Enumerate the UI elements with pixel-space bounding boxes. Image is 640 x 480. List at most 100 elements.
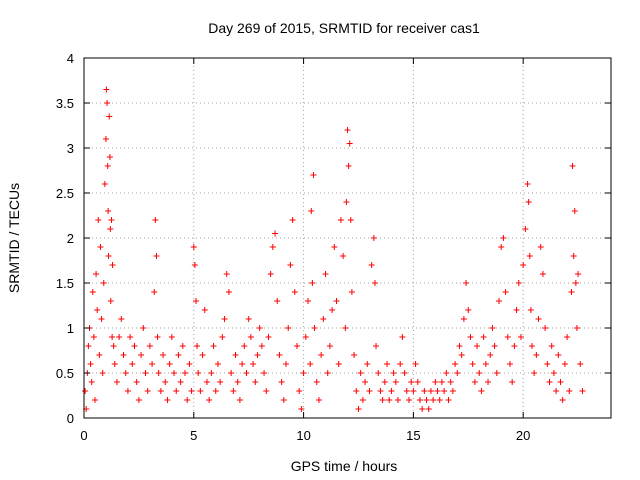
chart-title: Day 269 of 2015, SRMTID for receiver cas…	[208, 20, 480, 36]
data-point	[152, 217, 159, 223]
data-point	[436, 397, 443, 403]
data-point	[274, 298, 281, 304]
data-point	[566, 388, 573, 394]
data-point	[561, 361, 568, 367]
data-point	[569, 163, 576, 169]
data-point	[206, 397, 213, 403]
data-point	[192, 298, 199, 304]
x-tick-label: 5	[190, 428, 197, 443]
data-point	[343, 199, 350, 205]
x-axis-tick-labels: 0 5 10 15 20	[80, 428, 530, 443]
data-point	[223, 271, 230, 277]
data-point	[234, 379, 241, 385]
data-point	[375, 370, 382, 376]
data-point	[564, 334, 571, 340]
data-point	[517, 334, 524, 340]
data-point	[146, 343, 153, 349]
y-axis-label: SRMTID / TECUs	[6, 183, 22, 293]
data-point	[535, 316, 542, 322]
data-point	[197, 388, 204, 394]
data-point	[347, 217, 354, 223]
data-point	[456, 343, 463, 349]
data-point	[256, 325, 263, 331]
data-point	[419, 406, 426, 412]
data-point	[390, 370, 397, 376]
data-point	[232, 352, 239, 358]
data-point	[100, 280, 107, 286]
data-point	[307, 361, 314, 367]
data-point	[331, 244, 338, 250]
data-points	[82, 86, 586, 412]
data-point	[108, 217, 115, 223]
data-point	[212, 388, 219, 394]
data-point	[105, 253, 112, 259]
data-point	[120, 352, 127, 358]
data-point	[194, 343, 201, 349]
x-tick-label: 0	[80, 428, 87, 443]
axis-ticks	[83, 57, 611, 419]
data-point	[318, 352, 325, 358]
data-point	[188, 388, 195, 394]
data-point	[340, 253, 347, 259]
data-point	[265, 334, 272, 340]
data-point	[195, 370, 202, 376]
data-point	[228, 370, 235, 376]
data-point	[371, 280, 378, 286]
data-point	[267, 271, 274, 277]
data-point	[199, 352, 206, 358]
y-tick-label: 2.5	[56, 186, 74, 201]
data-point	[571, 208, 578, 214]
data-point	[471, 379, 478, 385]
data-point	[403, 388, 410, 394]
data-point	[151, 289, 158, 295]
data-point	[463, 280, 470, 286]
data-point	[515, 280, 522, 286]
data-point	[164, 397, 171, 403]
data-point	[153, 253, 160, 259]
data-point	[298, 406, 305, 412]
data-point	[579, 388, 586, 394]
data-point	[460, 316, 467, 322]
data-point	[539, 271, 546, 277]
data-point	[377, 388, 384, 394]
data-point	[575, 271, 582, 277]
data-point	[225, 289, 232, 295]
data-point	[109, 262, 116, 268]
data-point	[99, 370, 106, 376]
data-point	[405, 397, 412, 403]
data-point	[175, 352, 182, 358]
data-point	[135, 397, 142, 403]
data-point	[345, 163, 352, 169]
data-point	[247, 334, 254, 340]
data-point	[320, 316, 327, 322]
data-point	[155, 370, 162, 376]
data-point	[449, 388, 456, 394]
data-point	[144, 388, 151, 394]
data-point	[548, 343, 555, 349]
data-point	[90, 334, 97, 340]
data-point	[401, 370, 408, 376]
data-point	[395, 397, 402, 403]
data-point	[502, 289, 509, 295]
data-point	[526, 253, 533, 259]
grid-lines	[84, 58, 611, 418]
data-point	[98, 316, 105, 322]
data-point	[106, 154, 113, 160]
data-point	[509, 379, 516, 385]
data-point	[430, 397, 437, 403]
data-point	[272, 230, 279, 237]
data-point	[342, 325, 349, 331]
data-point	[329, 307, 336, 313]
data-point	[118, 316, 125, 322]
data-point	[491, 343, 498, 349]
data-point	[335, 361, 342, 367]
data-point	[311, 325, 318, 331]
data-point	[254, 352, 261, 358]
data-point	[524, 181, 531, 187]
data-point	[346, 140, 353, 147]
data-point	[421, 388, 428, 394]
data-point	[105, 208, 112, 214]
data-point	[458, 352, 465, 358]
data-point	[423, 397, 430, 403]
